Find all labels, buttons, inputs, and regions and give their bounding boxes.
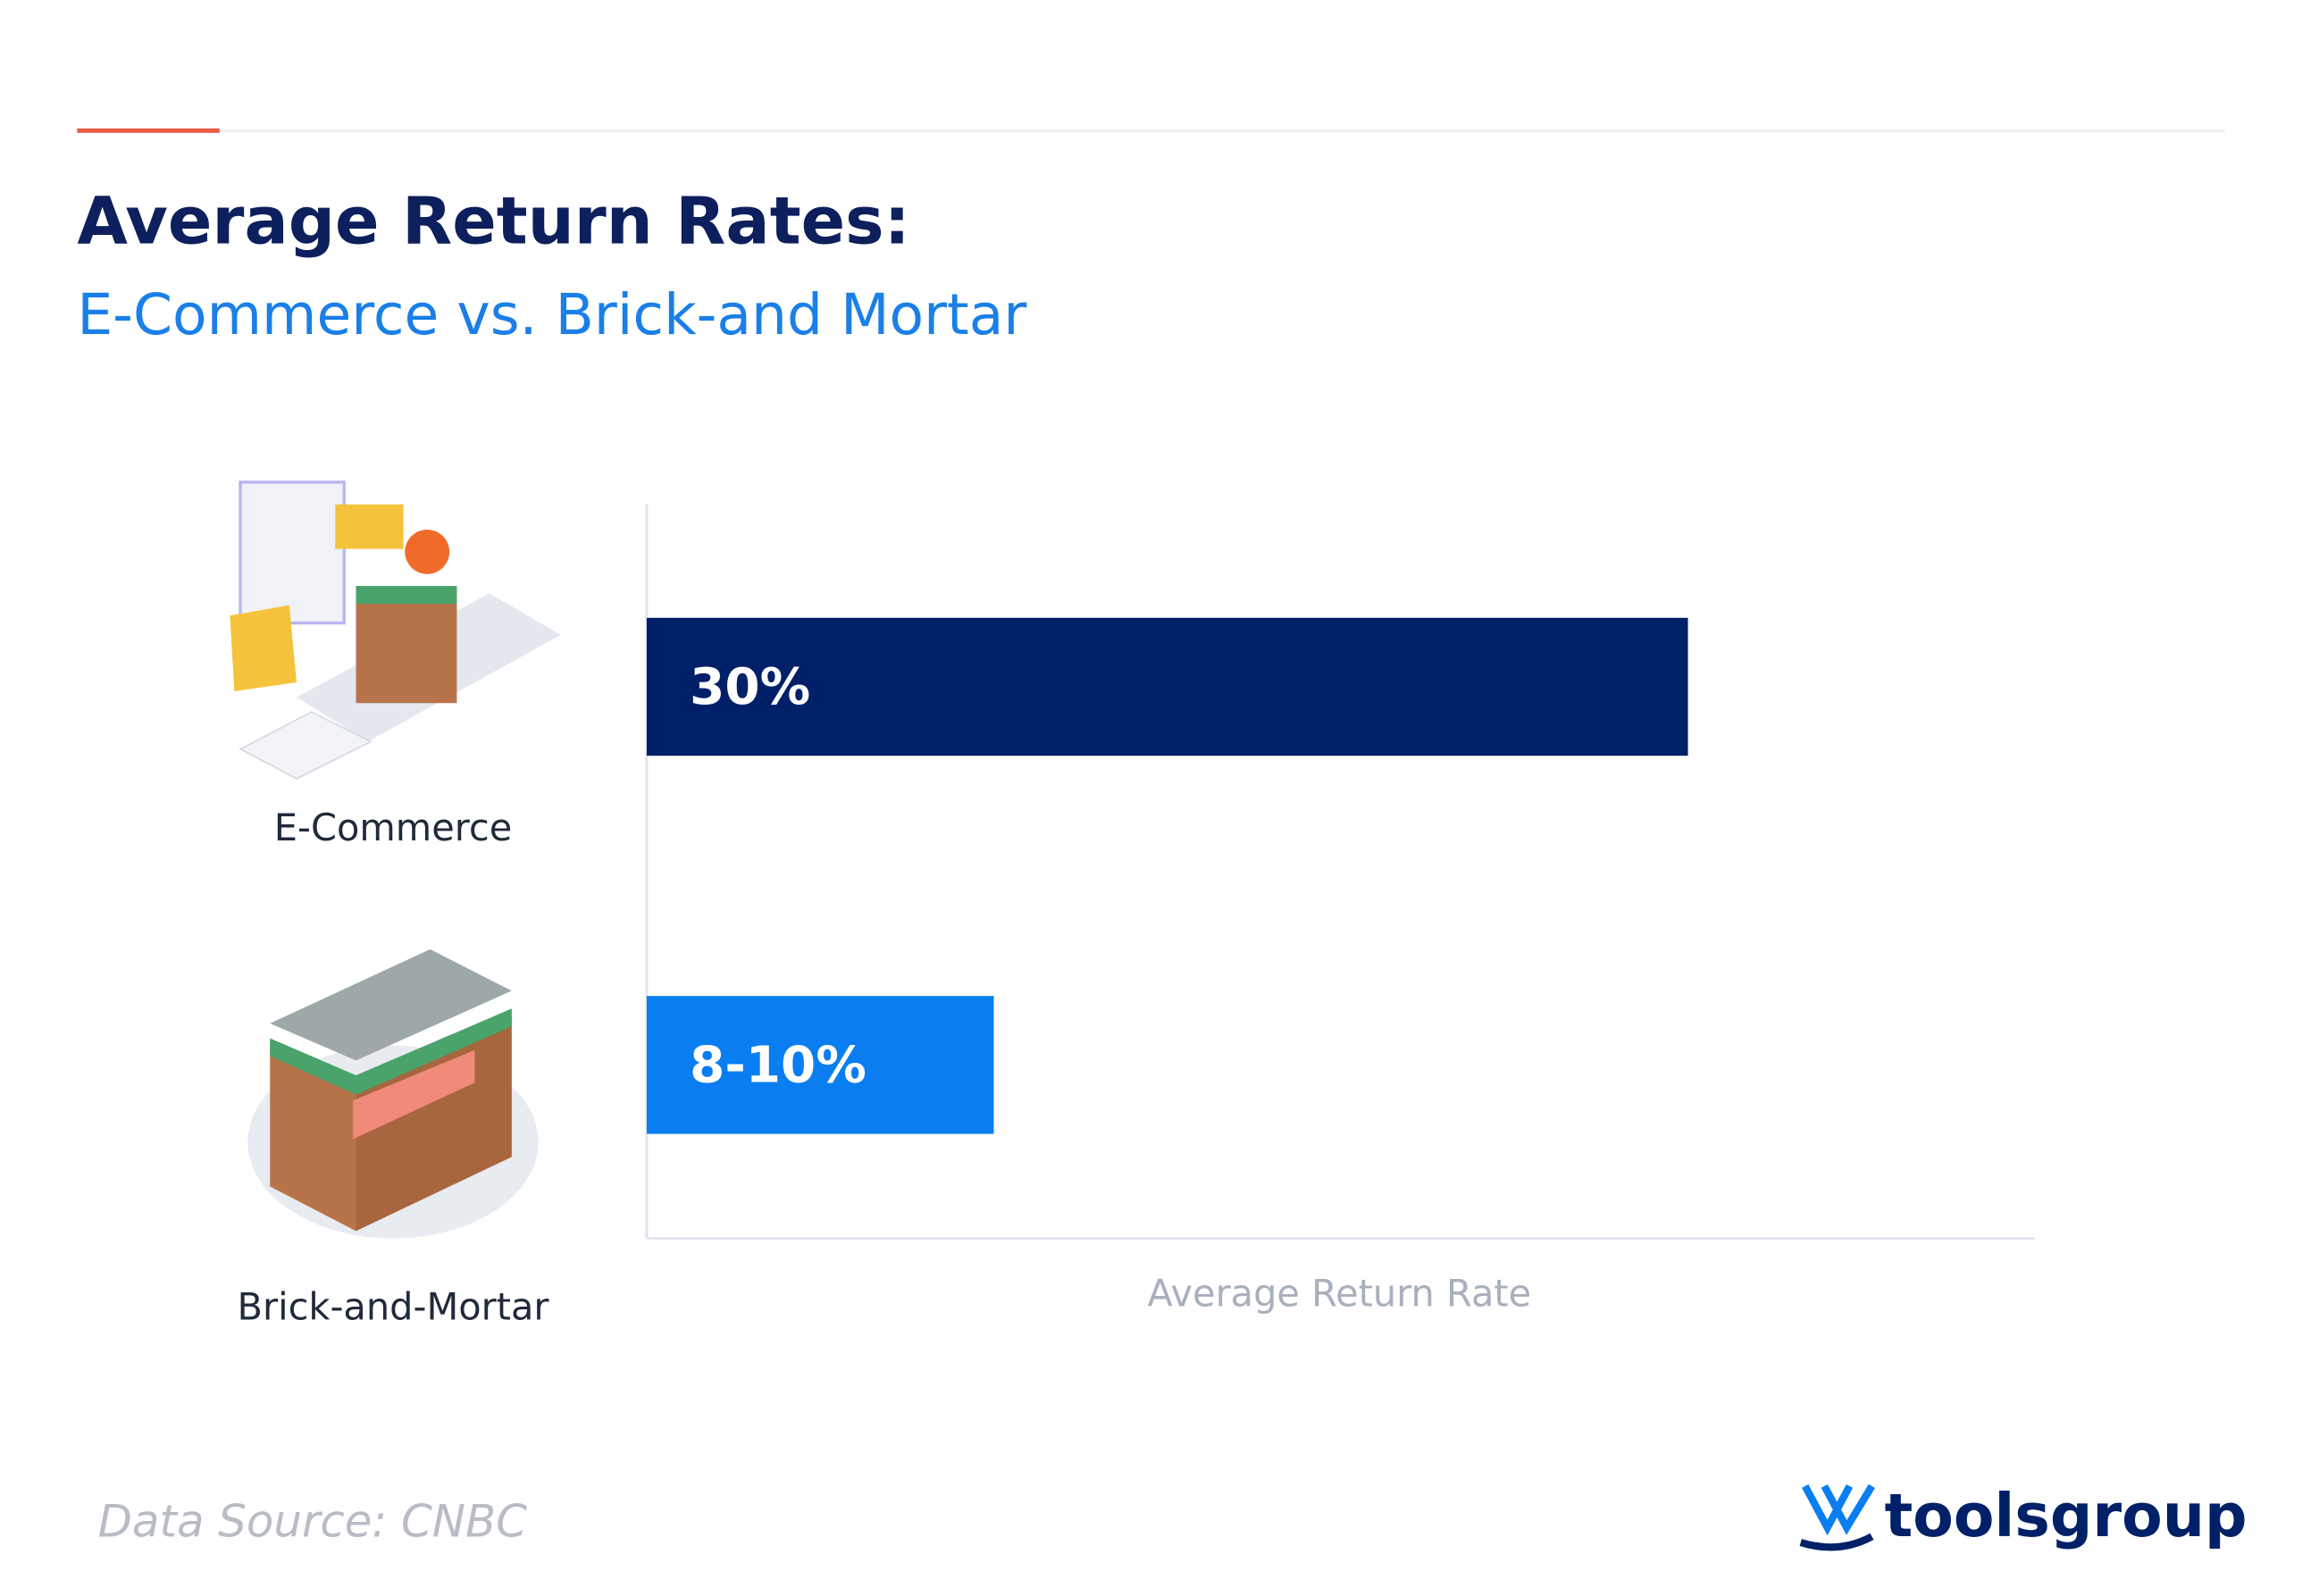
x-axis-label: Average Return Rate xyxy=(1148,1271,1532,1315)
category-label: Brick-and-Mortar xyxy=(238,1284,550,1328)
logo: toolsgroup xyxy=(1799,1481,2248,1551)
logo-text: toolsgroup xyxy=(1885,1481,2248,1550)
bar xyxy=(646,996,994,1134)
ecommerce-icon xyxy=(230,480,561,780)
category-label: E-Commerce xyxy=(274,806,512,849)
value-label: 30% xyxy=(690,658,810,716)
store-icon xyxy=(247,948,539,1239)
value-label: 8-10% xyxy=(690,1036,866,1094)
chart-title: Average Return Rates: xyxy=(77,184,910,260)
source: Data Source: CNBC xyxy=(98,1496,528,1548)
bar xyxy=(646,617,1688,756)
chart-subtitle: E-Commerce vs. Brick-and Mortar xyxy=(77,281,1026,347)
